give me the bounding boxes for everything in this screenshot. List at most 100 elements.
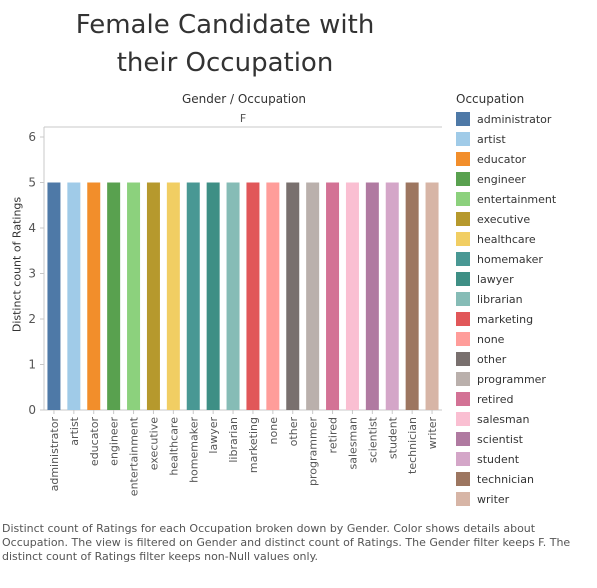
legend-label: student [477,452,520,466]
legend-item-entertainment[interactable]: entertainment [456,189,596,209]
legend-swatch [456,132,470,146]
y-tick-label: 4 [28,221,36,235]
legend-label: librarian [477,292,523,306]
legend-item-scientist[interactable]: scientist [456,429,596,449]
x-tick-label-programmer: programmer [307,417,320,486]
bar-executive [146,182,160,410]
x-tick-label-student: student [386,416,399,459]
legend-item-lawyer[interactable]: lawyer [456,269,596,289]
legend-label: other [477,352,507,366]
y-tick-label: 3 [28,267,36,281]
x-tick-label-lawyer: lawyer [207,417,220,454]
legend-swatch [456,232,470,246]
legend-label: administrator [477,112,552,126]
legend-label: none [477,332,505,346]
legend-swatch [456,252,470,266]
bar-healthcare [166,182,180,410]
bar-chart: 0 1 2 3 4 5 6 administrator artist educator engine… [28,126,442,496]
legend-item-technician[interactable]: technician [456,469,596,489]
bar-homemaker [186,182,200,410]
legend-swatch [456,492,470,506]
y-tick-label: 1 [28,358,36,372]
x-tick-label-writer: writer [426,417,439,450]
chart-title: Female Candidate with their Occupation [40,6,410,82]
legend-label: lawyer [477,272,514,286]
legend-label: homemaker [477,252,543,266]
legend-label: engineer [477,172,526,186]
legend-item-healthcare[interactable]: healthcare [456,229,596,249]
chart-title-line-2: their Occupation [116,48,334,78]
y-tick-label: 2 [28,312,36,326]
bar-administrator [47,182,61,410]
legend-label: technician [477,472,534,486]
legend-swatch [456,112,470,126]
legend-swatch [456,392,470,406]
legend-item-educator[interactable]: educator [456,149,596,169]
legend-swatch [456,152,470,166]
legend-label: educator [477,152,527,166]
y-tick-label: 6 [28,130,36,144]
legend-item-homemaker[interactable]: homemaker [456,249,596,269]
legend-title: Occupation [456,92,525,106]
x-tick-label-executive: executive [147,417,160,470]
x-tick-label-other: other [287,417,300,447]
legend-swatch [456,312,470,326]
legend-label: programmer [477,372,546,386]
legend-label: salesman [477,412,530,426]
legend-item-programmer[interactable]: programmer [456,369,596,389]
legend-swatch [456,332,470,346]
bar-artist [67,182,81,410]
bar-other [286,182,300,410]
y-tick-label: 0 [28,403,36,417]
x-tick-label-marketing: marketing [247,417,260,473]
bar-writer [425,182,439,410]
legend-item-librarian[interactable]: librarian [456,289,596,309]
legend-item-writer[interactable]: writer [456,489,596,509]
x-tick-label-librarian: librarian [227,417,240,463]
facet-label: F [239,112,247,125]
bar-marketing [246,182,260,410]
legend-item-marketing[interactable]: marketing [456,309,596,329]
bar-scientist [365,182,379,410]
x-tick-label-technician: technician [406,417,419,474]
bar-none [266,182,280,410]
legend-swatch [456,352,470,366]
legend-label: artist [477,132,506,146]
y-tick-label: 5 [28,176,36,190]
legend-label: healthcare [477,232,536,246]
legend-item-artist[interactable]: artist [456,129,596,149]
x-tick-label-salesman: salesman [346,417,359,469]
legend-swatch [456,192,470,206]
x-tick-label-administrator: administrator [48,417,61,492]
bar-technician [405,182,419,410]
legend-swatch [456,432,470,446]
legend-item-executive[interactable]: executive [456,209,596,229]
legend-swatch [456,412,470,426]
legend-label: scientist [477,432,523,446]
legend-label: retired [477,392,514,406]
legend: Occupation administrator artist educator en… [456,92,596,509]
legend-label: executive [477,212,531,226]
legend-swatch [456,212,470,226]
bar-lawyer [206,182,220,410]
legend-item-engineer[interactable]: engineer [456,169,596,189]
legend-item-retired[interactable]: retired [456,389,596,409]
legend-item-none[interactable]: none [456,329,596,349]
bar-salesman [345,182,359,410]
legend-item-other[interactable]: other [456,349,596,369]
chart-title-line-1: Female Candidate with [75,10,375,40]
legend-label: marketing [477,312,534,326]
legend-swatch [456,452,470,466]
legend-item-administrator[interactable]: administrator [456,109,596,129]
bar-programmer [306,182,320,410]
x-tick-label-entertainment: entertainment [128,416,141,496]
x-tick-label-educator: educator [88,417,101,467]
legend-item-student[interactable]: student [456,449,596,469]
bar-retired [326,182,340,410]
legend-item-salesman[interactable]: salesman [456,409,596,429]
bar-student [385,182,399,410]
x-tick-label-scientist: scientist [366,416,379,463]
column-header-label: Gender / Occupation [181,92,307,106]
legend-label: entertainment [477,192,557,206]
x-tick-label-retired: retired [327,417,340,453]
